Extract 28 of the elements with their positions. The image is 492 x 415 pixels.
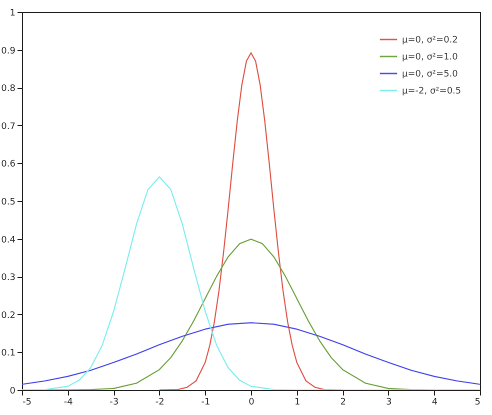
y-tick-label: 0.7 xyxy=(1,122,16,132)
x-tick-label: 4 xyxy=(432,398,438,408)
y-tick-label: 0.1 xyxy=(1,348,16,359)
line-series xyxy=(22,322,480,385)
legend-label: μ=0, σ²=1.0 xyxy=(402,52,458,62)
y-tick-label: 0.9 xyxy=(1,46,16,56)
y-tick-label: 0 xyxy=(10,386,16,396)
y-tick-label: 0.3 xyxy=(1,273,16,284)
legend-label: μ=0, σ²=5.0 xyxy=(402,70,458,80)
y-tick-label: 0.4 xyxy=(1,235,16,246)
x-tick-label: -3 xyxy=(110,398,119,408)
x-tick-label: -4 xyxy=(64,398,74,408)
y-tick-label: 1 xyxy=(10,8,16,18)
x-tick-label: 2 xyxy=(340,398,346,408)
y-tick-label: 0.2 xyxy=(1,310,16,321)
legend-label: μ=-2, σ²=0.5 xyxy=(402,86,462,96)
line-series xyxy=(22,176,480,390)
y-tick-label: 0.8 xyxy=(1,84,16,94)
legend-label: μ=0, σ²=0.2 xyxy=(402,36,458,46)
x-tick-label: -1 xyxy=(201,398,210,408)
y-tick-label: 0.6 xyxy=(1,160,16,170)
x-tick-label: 5 xyxy=(474,398,480,408)
x-tick-label: -2 xyxy=(155,398,164,408)
y-tick-label: 0.5 xyxy=(1,198,16,208)
x-tick-label: 3 xyxy=(386,398,392,408)
x-tick-label: -5 xyxy=(22,398,32,408)
x-tick-label: 0 xyxy=(248,398,255,408)
x-tick-label: 1 xyxy=(294,398,300,408)
